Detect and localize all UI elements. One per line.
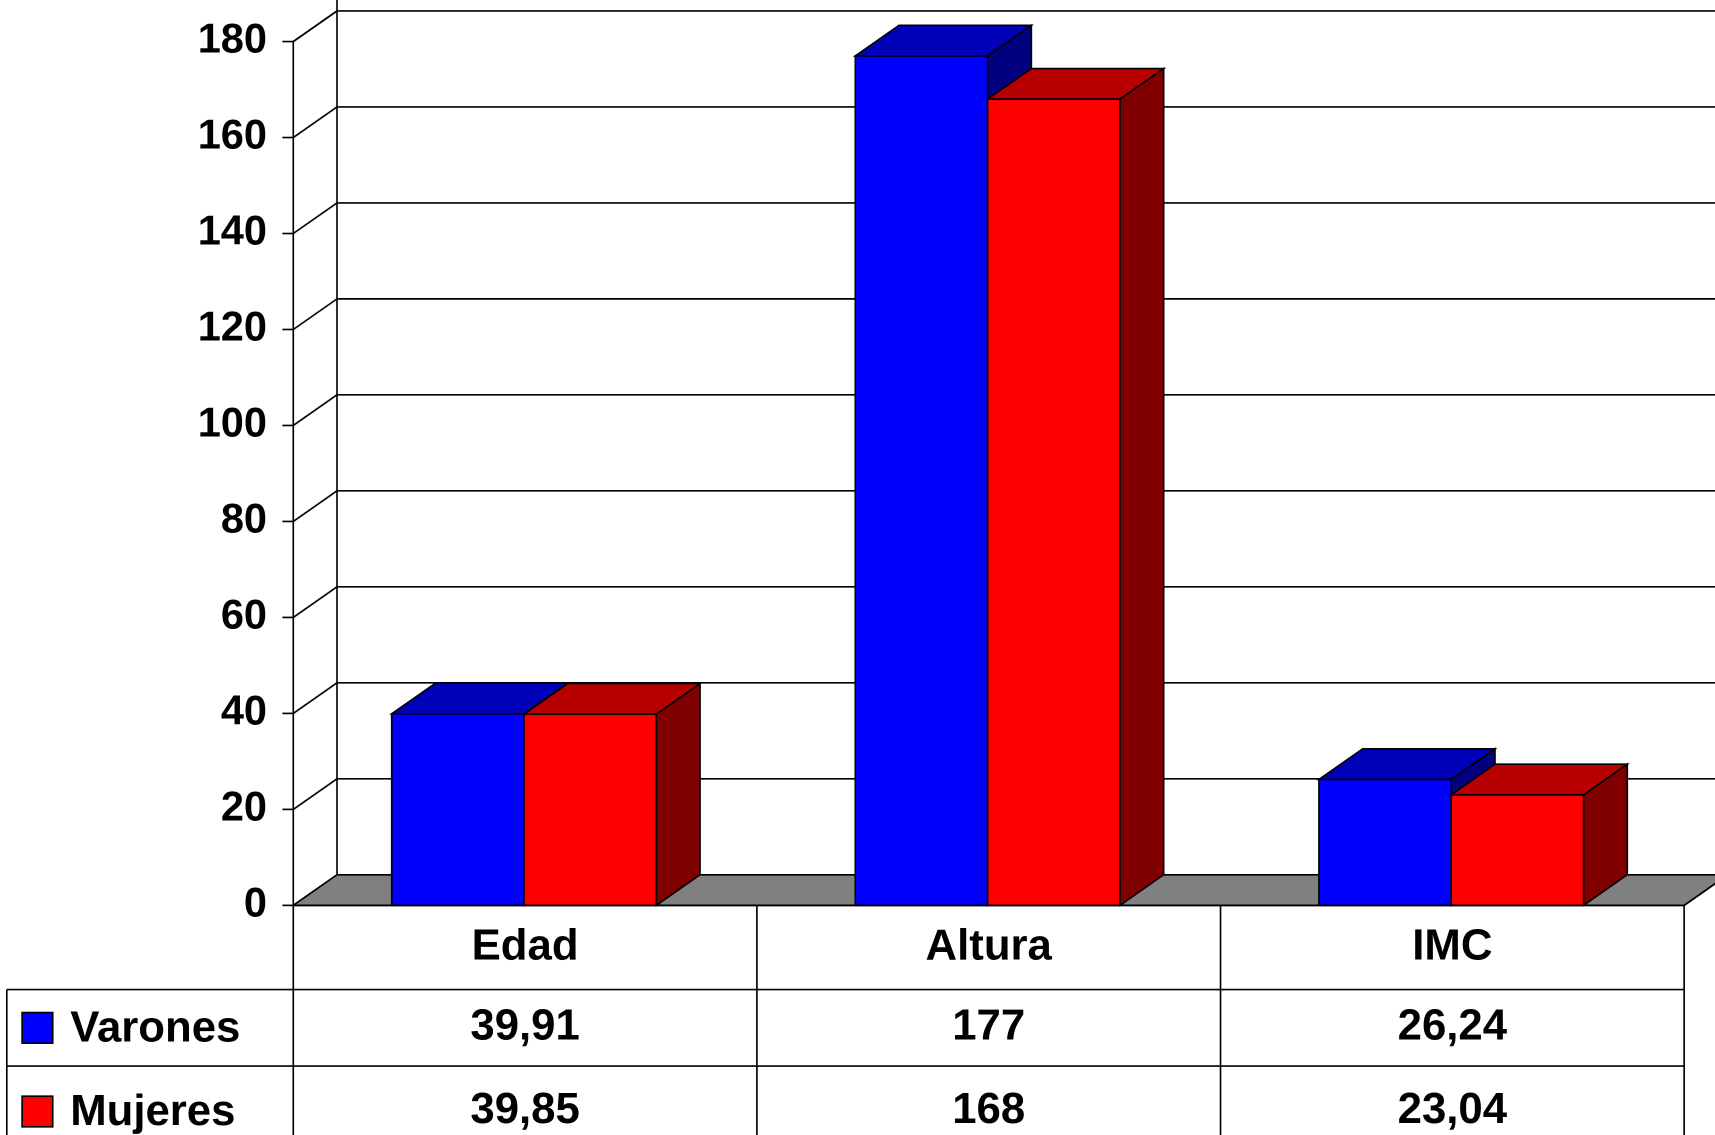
table-value: 39,85	[470, 1084, 579, 1133]
x-tick-label: IMC	[1412, 921, 1492, 970]
side-grid-line	[292, 490, 338, 523]
y-tick-label: 40	[221, 686, 267, 733]
side-grid-line	[292, 586, 338, 619]
bar	[854, 55, 989, 907]
table-value: 177	[952, 1000, 1025, 1049]
bar-side	[1119, 66, 1165, 907]
x-tick-label: Altura	[926, 921, 1053, 970]
y-tick-label: 60	[221, 590, 267, 637]
legend-swatch	[21, 1011, 54, 1044]
bar	[390, 713, 525, 907]
bar	[1450, 793, 1585, 907]
table-value: 168	[952, 1084, 1025, 1133]
y-tick-label: 120	[198, 302, 267, 349]
side-grid-line	[292, 298, 338, 331]
y-tick-label: 160	[198, 111, 267, 158]
table-value: 23,04	[1398, 1084, 1508, 1133]
side-grid-line	[292, 202, 338, 235]
y-tick-label: 140	[198, 206, 267, 253]
table-value: 39,91	[470, 1000, 579, 1049]
side-grid-line	[292, 10, 338, 43]
side-grid-line	[292, 682, 338, 715]
side-grid-line	[292, 778, 338, 811]
bar	[986, 98, 1121, 907]
y-tick-label: 100	[198, 398, 267, 445]
side-grid-line	[292, 106, 338, 139]
table-line	[1683, 882, 1715, 907]
bar-side	[655, 681, 701, 907]
y-tick-label: 180	[198, 15, 267, 62]
side-grid-line	[292, 394, 338, 427]
table-value: 26,24	[1398, 1000, 1508, 1049]
y-tick-label: 0	[244, 878, 267, 925]
y-tick-label: 20	[221, 782, 267, 829]
legend-swatch	[21, 1095, 54, 1128]
x-tick-label: Edad	[472, 921, 579, 970]
bar	[523, 713, 658, 907]
bar	[1318, 778, 1453, 907]
legend-label: Mujeres	[70, 1086, 235, 1135]
legend-label: Varones	[70, 1003, 240, 1052]
y-tick-label: 80	[221, 494, 267, 541]
